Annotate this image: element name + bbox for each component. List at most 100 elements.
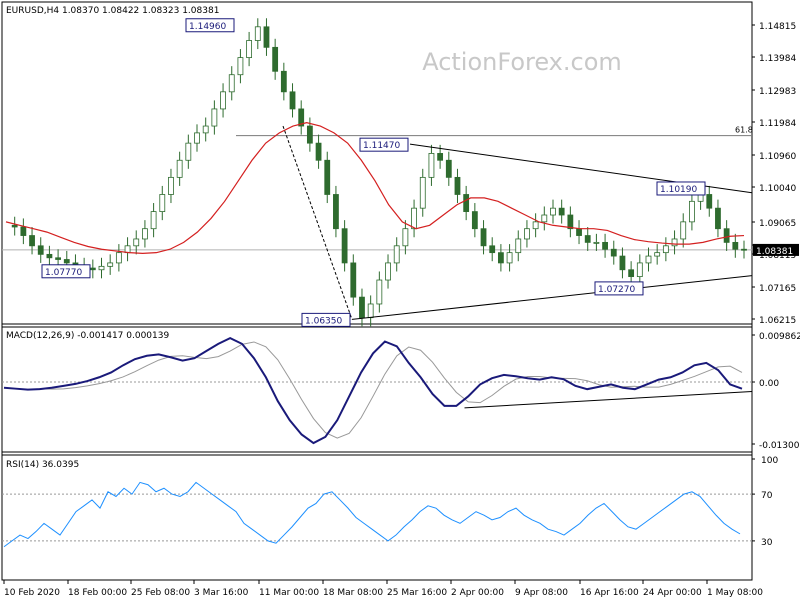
candle-body [628, 269, 635, 278]
macd-signal-line [3, 341, 743, 439]
candle-body [11, 224, 18, 228]
candle-body [602, 241, 608, 250]
candle-body [715, 207, 721, 230]
level-box [41, 264, 91, 279]
candle-body [202, 125, 209, 134]
candle-body [280, 70, 287, 93]
candle-body [159, 194, 166, 212]
candle-body [133, 238, 140, 247]
candle-body [463, 194, 470, 212]
candle-body [89, 267, 96, 271]
candle-body [480, 228, 487, 247]
candle-body [341, 228, 348, 264]
candle-body [350, 262, 357, 298]
candle-body [515, 238, 522, 254]
x-tick-label: 18 Feb 00:00 [68, 588, 127, 598]
current-price-box [753, 243, 799, 256]
x-tick-label: 25 Feb 08:00 [131, 588, 190, 598]
level-label: 1.07770 [45, 268, 82, 278]
candle-body [680, 221, 687, 240]
candle-body [63, 259, 70, 264]
candle-body [654, 252, 661, 257]
price-tick-label: 1.09065 [759, 219, 796, 229]
panel-frame-3 [1, 454, 753, 581]
macd-line [3, 337, 743, 445]
candle-body [741, 248, 747, 251]
candle-body [636, 262, 643, 278]
x-tick-label: 3 Mar 16:00 [194, 588, 249, 598]
watermark: ActionForex.com [422, 48, 622, 76]
candle-body [46, 253, 53, 259]
candle-body [324, 159, 331, 195]
candle-body [367, 303, 374, 319]
x-tick-label: 24 Apr 00:00 [643, 588, 702, 598]
candle-body [124, 245, 131, 254]
level-box [594, 281, 644, 296]
candle-body [662, 245, 669, 254]
candle-body [489, 245, 496, 254]
candle-body [150, 211, 157, 230]
candle-body [176, 159, 183, 178]
candle-body [541, 214, 548, 223]
candle-body [29, 235, 35, 247]
candle-body [228, 74, 235, 93]
candle-body [333, 194, 339, 230]
candle-body [272, 46, 279, 72]
price-tick-label: 1.08115 [759, 251, 796, 261]
candle-body [550, 207, 556, 216]
rsi-title: RSI(14) 36.0395 [6, 460, 79, 470]
rsi-tick-label: 30 [761, 538, 773, 548]
candle-body [706, 194, 713, 209]
macd-tick-label: 0.009862 [759, 332, 800, 342]
moving-average-line [5, 122, 745, 254]
candle-body [584, 235, 591, 243]
candle-body [428, 153, 435, 178]
macd-trendline [464, 391, 753, 409]
x-tick-label: 11 Mar 00:00 [259, 588, 319, 598]
x-tick-label: 2 Apr 00:00 [451, 588, 504, 598]
candle-body [246, 40, 253, 59]
price-tick-label: 1.07165 [759, 284, 796, 294]
level-label: 1.07270 [598, 285, 635, 295]
candle-body [437, 153, 444, 161]
candle-body [142, 228, 148, 240]
candle-body [168, 176, 174, 195]
candle-body [55, 257, 61, 260]
candle-body [610, 248, 617, 257]
candle-body [723, 228, 730, 243]
plot-frame [1, 1, 753, 581]
level-box [656, 181, 706, 196]
candle-body [619, 255, 626, 271]
candle-body [593, 241, 600, 244]
x-tick-label: 10 Feb 2020 [4, 588, 60, 598]
price-tick-label: 1.10040 [759, 184, 796, 194]
level-label: 1.10190 [660, 185, 697, 195]
candle-body [471, 211, 478, 230]
candle-body [237, 57, 244, 76]
x-tick-label: 16 Apr 16:00 [580, 588, 639, 598]
candle-body [497, 252, 504, 264]
candle-body [37, 245, 44, 255]
candle-body [315, 142, 322, 161]
rsi-tick-label: 70 [761, 491, 773, 501]
current-price-label: 1.08381 [756, 247, 793, 257]
price-tick-label: 1.11984 [759, 119, 796, 129]
level-label: 1.14960 [189, 22, 226, 32]
candle-body [263, 26, 270, 48]
rsi-tick-label: 100 [761, 456, 778, 466]
x-tick-label: 1 May 08:00 [707, 588, 763, 598]
price-tick-label: 1.14815 [759, 22, 796, 32]
candle-body [98, 265, 105, 271]
candle-body [697, 194, 704, 202]
candle-body [298, 108, 305, 127]
candle-body [445, 159, 452, 178]
support-trendline [351, 275, 753, 320]
price-title: EURUSD,H4 1.08370 1.08422 1.08323 1.0838… [6, 6, 219, 16]
candle-body [402, 228, 409, 247]
x-tick-label: 18 Mar 08:00 [323, 588, 383, 598]
candle-body [393, 245, 400, 264]
candle-body [645, 255, 652, 264]
price-tick-label: 1.10960 [759, 152, 796, 162]
level-label: 1.06350 [305, 316, 342, 326]
